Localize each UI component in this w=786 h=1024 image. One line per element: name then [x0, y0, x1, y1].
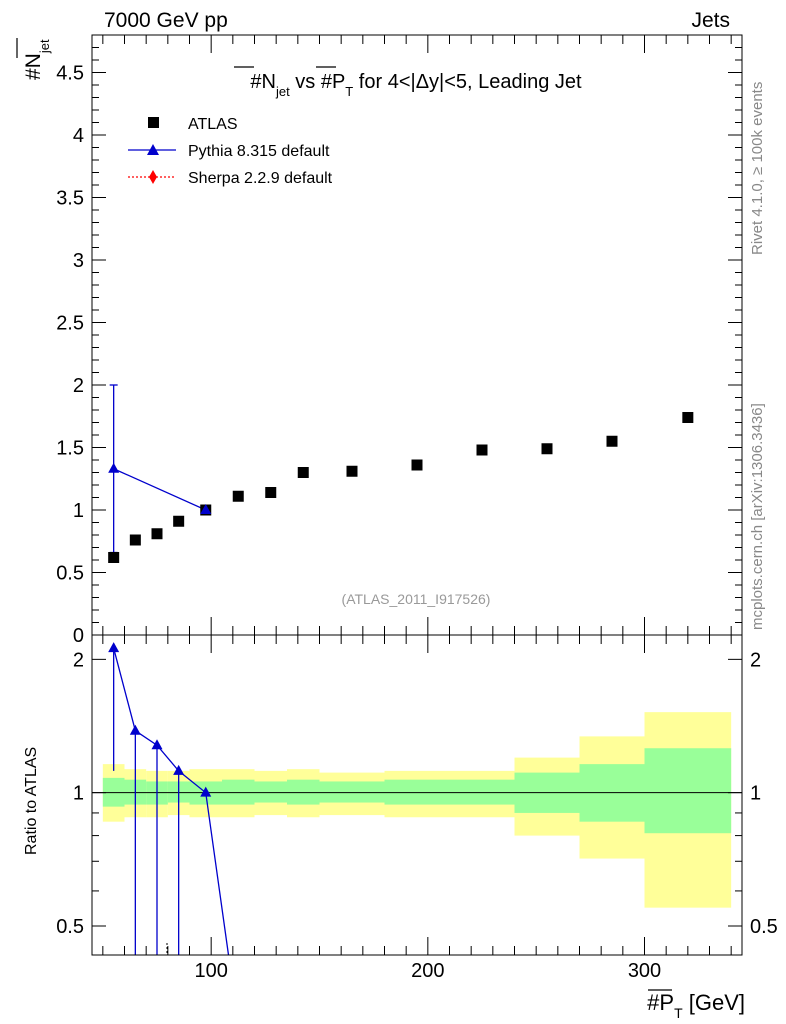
- rivet-label: Rivet 4.1.0, ≥ 100k events: [749, 82, 766, 255]
- atlas-point: [297, 467, 309, 478]
- main-panel: 0 0.5 1 1.5 2 2.5 3 3.5 4 4.5 #Njet vs #PT for 4<…: [16, 34, 743, 647]
- main-ytick-label: 1.5: [56, 438, 84, 460]
- legend-sherpa-marker: [149, 170, 157, 184]
- atlas-point: [173, 515, 185, 527]
- x-tick-label: 200: [411, 960, 444, 982]
- atlas-point: [265, 487, 277, 498]
- x-tick-label: 300: [628, 960, 661, 982]
- band-green: [254, 781, 287, 803]
- main-ytick-label: 4.5: [56, 63, 84, 85]
- x-tick-label: 100: [194, 960, 227, 982]
- band-green: [287, 779, 320, 805]
- ratio-panel: 0.5 0.5 1 1 2 2 Ratio to ATLAS: [23, 634, 778, 956]
- ratio-ytick-label-left: 0.5: [56, 916, 84, 938]
- atlas-point: [682, 412, 694, 423]
- atlas-point: [108, 552, 120, 563]
- main-ytick-label: 0.5: [56, 563, 84, 585]
- main-ytick-label: 3: [73, 250, 84, 272]
- header-left: 7000 GeV pp: [104, 9, 228, 32]
- ratio-pythia-line: [113, 647, 230, 956]
- main-ytick-label: 3.5: [56, 188, 84, 210]
- atlas-point: [476, 444, 488, 456]
- ratio-ytick-label-right: 0.5: [750, 916, 778, 938]
- main-ylabel: #Njet: [22, 39, 52, 80]
- ratio-pythia-point: [173, 764, 185, 775]
- ratio-ytick-label-right: 2: [750, 649, 761, 671]
- band-green: [319, 781, 385, 803]
- ratio-ytick-label-right: 1: [750, 783, 761, 805]
- atlas-point: [541, 443, 553, 455]
- header-right: Jets: [691, 9, 730, 32]
- pythia-line: [113, 468, 207, 511]
- main-ytick-label: 4: [73, 125, 84, 147]
- band-green: [449, 779, 515, 805]
- pythia-point: [108, 462, 120, 473]
- atlas-point: [129, 534, 141, 546]
- legend-atlas-label: ATLAS: [188, 116, 238, 133]
- atlas-point: [606, 435, 618, 447]
- legend-pythia-label: Pythia 8.315 default: [188, 143, 330, 160]
- ratio-ylabel: Ratio to ATLAS: [23, 747, 40, 855]
- pythia-point: [200, 504, 212, 514]
- band-green: [222, 779, 255, 805]
- legend-atlas-marker: [148, 117, 159, 128]
- atlas-point: [151, 528, 163, 540]
- legend: ATLAS Pythia 8.315 default Sherpa 2.2.9 …: [128, 116, 333, 187]
- atlas-point: [411, 459, 423, 471]
- ratio-pythia-point: [200, 786, 212, 797]
- main-ytick-label: 0: [73, 625, 84, 647]
- legend-sherpa-label: Sherpa 2.2.9 default: [188, 170, 333, 187]
- x-axis-label: #PT [GeV]: [647, 990, 745, 1021]
- plot-title: #Njet vs #PT for 4<|Δy|<5, Leading Jet: [250, 71, 582, 99]
- analysis-label: (ATLAS_2011_I917526): [342, 591, 491, 607]
- main-ytick-label: 2: [73, 375, 84, 397]
- band-green: [644, 748, 732, 834]
- main-ytick-label: 1: [73, 500, 84, 522]
- atlas-point: [232, 490, 244, 502]
- ratio-pythia-point: [151, 739, 163, 750]
- source-label: mcplots.cern.ch [arXiv:1306.3436]: [749, 403, 766, 630]
- ratio-ytick-label-left: 2: [73, 649, 84, 671]
- main-ytick-label: 2.5: [56, 313, 84, 335]
- ratio-pythia-point: [108, 642, 120, 653]
- legend-pythia-marker: [147, 144, 159, 155]
- ratio-pythia-point: [129, 724, 141, 735]
- ratio-ytick-label-left: 1: [73, 783, 84, 805]
- band-green: [384, 779, 450, 805]
- atlas-point: [346, 465, 358, 477]
